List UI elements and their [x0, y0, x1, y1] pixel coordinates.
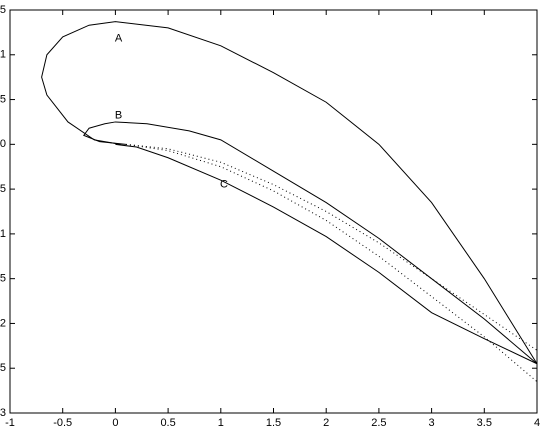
x-tick-label: 4 — [534, 417, 540, 428]
curve — [82, 121, 538, 365]
x-tick-label: -1 — [5, 417, 15, 428]
curve — [125, 143, 538, 383]
y-tick-label: -1 — [0, 228, 6, 240]
y-tick-label: 0 — [0, 138, 6, 150]
y-tick-label: -2 — [0, 317, 6, 329]
plot-frame — [9, 9, 538, 414]
y-tick-label: -2.5 — [0, 362, 6, 374]
x-tick-label: 0 — [112, 417, 118, 428]
curve — [41, 21, 538, 365]
x-tick-label: 1.5 — [266, 417, 281, 428]
y-tick-label: 1 — [0, 49, 6, 61]
y-tick-label: 1.5 — [0, 4, 6, 16]
curve — [115, 143, 538, 365]
annotation: C — [220, 179, 228, 191]
x-tick-label: 0.5 — [160, 417, 175, 428]
x-tick-label: 2 — [323, 417, 329, 428]
x-tick-label: 3 — [429, 417, 435, 428]
annotation: A — [115, 33, 123, 45]
x-tick-label: 2.5 — [371, 417, 386, 428]
x-tick-label: -0.5 — [53, 417, 72, 428]
x-tick-label: 1 — [218, 417, 224, 428]
x-tick-label: 3.5 — [477, 417, 492, 428]
y-tick-label: 0.5 — [0, 93, 6, 105]
y-tick-label: -0.5 — [0, 183, 6, 195]
curve — [125, 143, 538, 351]
y-tick-label: -1.5 — [0, 273, 6, 285]
y-tick-label: -3 — [0, 407, 6, 419]
annotation: B — [115, 110, 122, 122]
